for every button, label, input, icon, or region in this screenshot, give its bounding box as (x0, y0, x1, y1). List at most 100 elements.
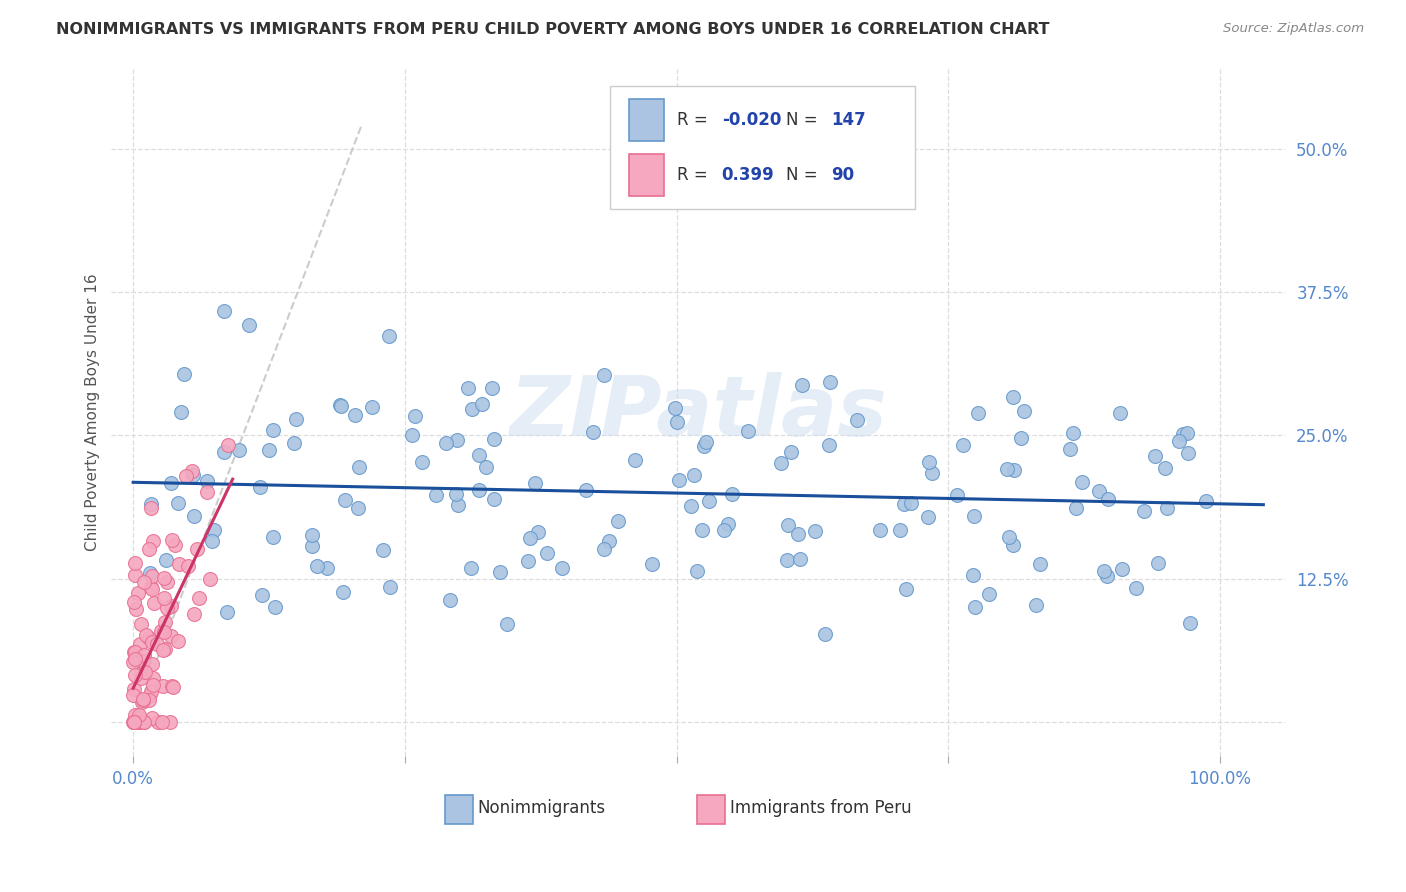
Point (160, 679, 183, 693)
Point (593, 541, 616, 556)
Point (262, 423, 284, 437)
Point (124, 645, 146, 659)
Point (963, 509, 986, 524)
FancyBboxPatch shape (697, 795, 725, 823)
Text: Nonimmigrants: Nonimmigrants (478, 798, 606, 817)
Point (1109, 406, 1132, 420)
Point (143, 596, 166, 610)
Point (134, 648, 156, 662)
Point (181, 467, 204, 482)
Point (134, 714, 156, 729)
Point (257, 442, 280, 457)
Point (592, 368, 614, 383)
Point (129, 714, 152, 729)
Point (1097, 491, 1119, 506)
Point (1133, 503, 1156, 517)
Point (252, 588, 274, 602)
Point (461, 401, 484, 416)
Text: N =: N = (786, 112, 823, 129)
Point (690, 523, 713, 537)
Point (152, 643, 174, 657)
Point (551, 560, 574, 574)
Point (378, 328, 401, 343)
Point (468, 483, 491, 497)
Point (1010, 431, 1032, 445)
Point (162, 680, 184, 694)
Point (186, 542, 208, 557)
Point (481, 381, 503, 395)
Point (217, 438, 239, 452)
Point (894, 582, 917, 596)
Point (138, 542, 160, 557)
Point (786, 527, 808, 541)
Point (150, 714, 173, 729)
Point (467, 448, 489, 462)
Point (138, 631, 160, 645)
Point (946, 488, 969, 502)
Point (301, 539, 323, 553)
Point (444, 487, 467, 501)
Point (122, 688, 145, 702)
Point (139, 685, 162, 699)
Point (173, 367, 195, 381)
Point (598, 534, 620, 549)
FancyBboxPatch shape (444, 795, 472, 823)
Text: 0.399: 0.399 (721, 166, 775, 184)
Point (778, 518, 800, 533)
Point (141, 580, 163, 594)
Point (1125, 581, 1147, 595)
Point (921, 466, 943, 480)
Text: NONIMMIGRANTS VS IMMIGRANTS FROM PERU CHILD POVERTY AMONG BOYS UNDER 16 CORRELAT: NONIMMIGRANTS VS IMMIGRANTS FROM PERU CH… (56, 22, 1050, 37)
Point (692, 439, 714, 453)
Point (124, 652, 146, 666)
Point (475, 459, 498, 474)
Point (1092, 564, 1115, 578)
Point (183, 509, 205, 524)
Point (131, 661, 153, 675)
Point (160, 599, 183, 613)
Point (1178, 615, 1201, 630)
Point (967, 406, 990, 420)
Point (132, 692, 155, 706)
Point (125, 602, 148, 616)
Point (122, 714, 145, 729)
Point (159, 714, 181, 729)
Point (129, 714, 152, 729)
Point (682, 467, 704, 482)
Point (148, 714, 170, 729)
Point (817, 438, 839, 452)
Point (1168, 434, 1191, 448)
Text: ZIPatlas: ZIPatlas (509, 372, 887, 453)
Point (664, 401, 686, 416)
Point (665, 415, 688, 429)
Point (132, 714, 155, 729)
Point (122, 714, 145, 729)
Point (129, 711, 152, 725)
Point (713, 523, 735, 537)
Point (845, 413, 868, 427)
Point (152, 679, 174, 693)
Point (201, 534, 224, 549)
Point (124, 681, 146, 696)
Point (1143, 449, 1166, 463)
Point (1095, 568, 1118, 582)
Text: Source: ZipAtlas.com: Source: ZipAtlas.com (1223, 22, 1364, 36)
Point (1154, 461, 1177, 475)
Point (129, 637, 152, 651)
Point (1001, 390, 1024, 404)
Point (316, 561, 339, 575)
Text: -0.020: -0.020 (721, 112, 782, 129)
Point (128, 707, 150, 722)
Point (135, 628, 157, 642)
Point (1028, 558, 1050, 572)
Point (404, 409, 426, 423)
Point (142, 533, 165, 548)
Point (582, 425, 605, 439)
Point (124, 567, 146, 582)
Point (262, 530, 284, 544)
Point (124, 714, 146, 729)
Point (124, 667, 146, 681)
Point (524, 476, 547, 491)
Point (997, 530, 1019, 544)
Point (516, 554, 538, 568)
